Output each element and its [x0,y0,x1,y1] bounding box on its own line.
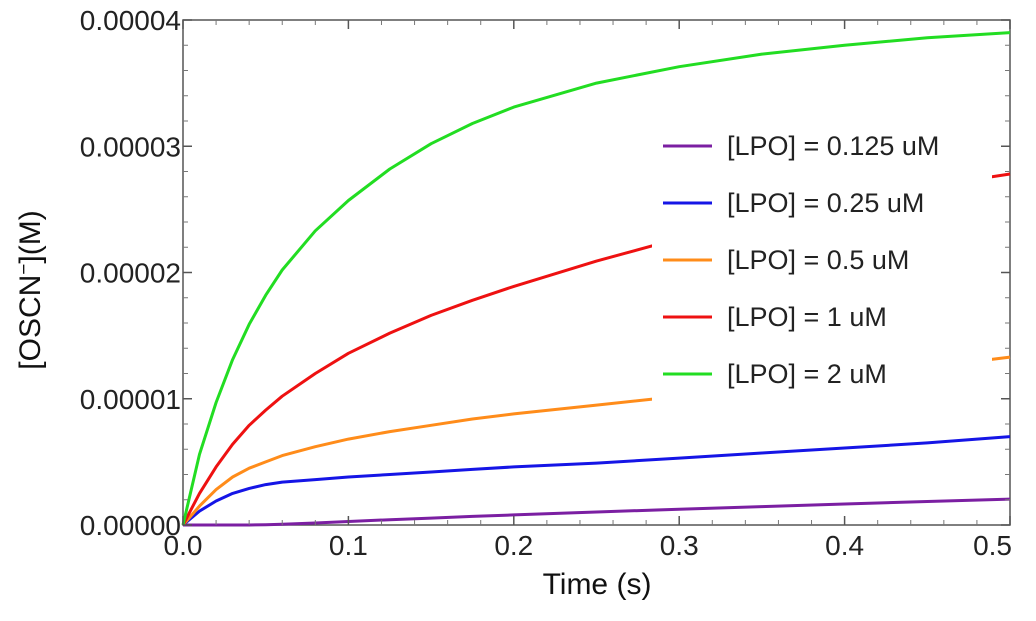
legend-label-5: [LPO] = 2 uM [727,359,887,389]
series-line-1 [183,497,1011,527]
series-line-5 [181,31,1011,526]
y-tick-label-3: 0.00003 [80,131,181,162]
y-tick-label-0: 0.00000 [80,510,181,541]
x-tick-label-3: 0.3 [660,530,699,561]
x-tick-label-1: 0.1 [329,530,368,561]
y-axis-ticks: 0.00000 0.00001 0.00002 0.00003 0.00004 [80,5,1010,541]
legend-label-2: [LPO] = 0.25 uM [727,188,924,218]
y-axis-title-main: [OSCN [14,275,47,370]
x-axis-title: Time (s) [543,568,652,601]
series-line-2 [182,435,1011,527]
x-axis-ticks: 0.0 0.1 0.2 0.3 0.4 0.5 [164,20,1012,561]
x-tick-label-2: 0.2 [494,530,533,561]
y-axis-title-superscript: − [14,264,35,275]
x-tick-label-4: 0.4 [825,530,864,561]
series-layer [181,31,1011,527]
legend: [LPO] = 0.125 uM [LPO] = 0.25 uM [LPO] = 0… [652,120,992,402]
y-tick-label-2: 0.00002 [80,258,181,289]
legend-label-4: [LPO] = 1 uM [727,302,887,332]
legend-label-1: [LPO] = 0.125 uM [727,131,939,161]
y-axis-title-tail: ](M) [14,210,47,263]
y-tick-label-1: 0.00001 [80,384,181,415]
y-axis-title: [OSCN−](M) [14,210,48,369]
x-tick-label-5: 0.5 [973,530,1012,561]
y-tick-label-4: 0.00004 [80,5,181,36]
legend-label-3: [LPO] = 0.5 uM [727,245,909,275]
x-tick-label-0: 0.0 [164,530,203,561]
